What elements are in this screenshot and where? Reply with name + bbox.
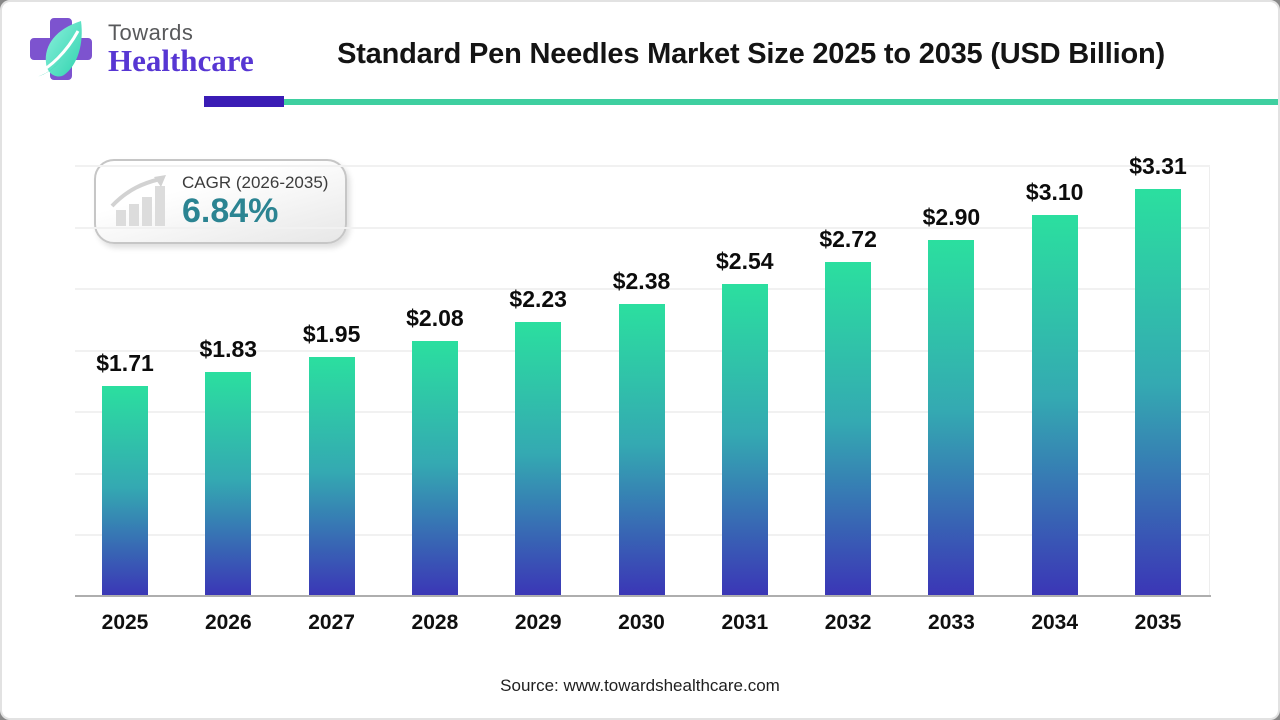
bar-value-label: $1.95	[302, 320, 361, 347]
x-axis-label: 2026	[204, 611, 252, 634]
x-axis-baseline	[75, 595, 1211, 597]
bar-value-label: $3.31	[1129, 153, 1187, 180]
bar	[411, 340, 458, 597]
bar-value-label: $2.38	[612, 267, 671, 294]
x-axis-label: 2025	[101, 611, 149, 634]
gridline	[75, 165, 1210, 167]
bar	[928, 239, 975, 597]
growth-bar-chart-icon	[110, 174, 166, 226]
gridline	[75, 288, 1210, 291]
bar	[825, 262, 872, 597]
bar-value-label: $2.08	[406, 304, 464, 331]
bar	[102, 386, 148, 597]
bar	[205, 371, 252, 597]
cagr-badge: CAGR (2026-2035) 6.84%	[94, 159, 347, 244]
x-axis-label: 2033	[928, 611, 975, 634]
bar-value-label: $1.71	[96, 350, 154, 377]
bar	[515, 322, 562, 597]
plot-right-edge	[1209, 166, 1210, 597]
bar-value-label: $2.54	[716, 248, 774, 275]
bar-value-label: $3.10	[1025, 179, 1084, 206]
bar	[1031, 215, 1078, 597]
cross-leaf-logo-icon	[30, 18, 92, 80]
x-axis-label: 2031	[721, 611, 769, 634]
bar	[721, 284, 768, 597]
x-axis-label: 2028	[411, 611, 459, 634]
cagr-label: CAGR (2026-2035)	[182, 172, 329, 192]
bar-value-label: $2.90	[922, 203, 981, 230]
logo-text-towards: Towards	[108, 20, 194, 45]
x-axis-label: 2035	[1134, 611, 1182, 634]
cagr-value: 6.84%	[182, 192, 279, 230]
bar-chart-plot-area: $1.71 $1.83 $1.95 $2.08 $2.23 $2.38 $2.54 $2.72…	[75, 153, 1210, 597]
bar	[308, 356, 355, 597]
bar	[618, 303, 665, 597]
header-rule-purple	[204, 96, 284, 107]
x-axis-labels-row: 2025 2026 2027 2028 2029 2030 2031 2032 2033 2034…	[75, 611, 1210, 641]
bar-value-label: $2.72	[819, 226, 877, 253]
header-rule-teal	[284, 99, 1278, 105]
x-axis-label: 2029	[514, 611, 562, 634]
x-axis-label: 2034	[1031, 611, 1079, 634]
x-axis-label: 2027	[308, 611, 355, 634]
brand-logo: Towards Healthcare	[26, 15, 254, 85]
gridline	[75, 226, 1210, 229]
x-axis-label: 2030	[618, 611, 665, 634]
x-axis-label: 2032	[824, 611, 872, 634]
bar-value-label: $1.83	[199, 335, 258, 362]
bar-value-label: $2.23	[509, 286, 567, 313]
page-title: Standard Pen Needles Market Size 2025 to…	[337, 38, 1165, 70]
source-text: Source: www.towardshealthcare.com	[500, 676, 780, 695]
logo-text-healthcare: Healthcare	[108, 43, 254, 79]
bar	[1135, 189, 1181, 597]
